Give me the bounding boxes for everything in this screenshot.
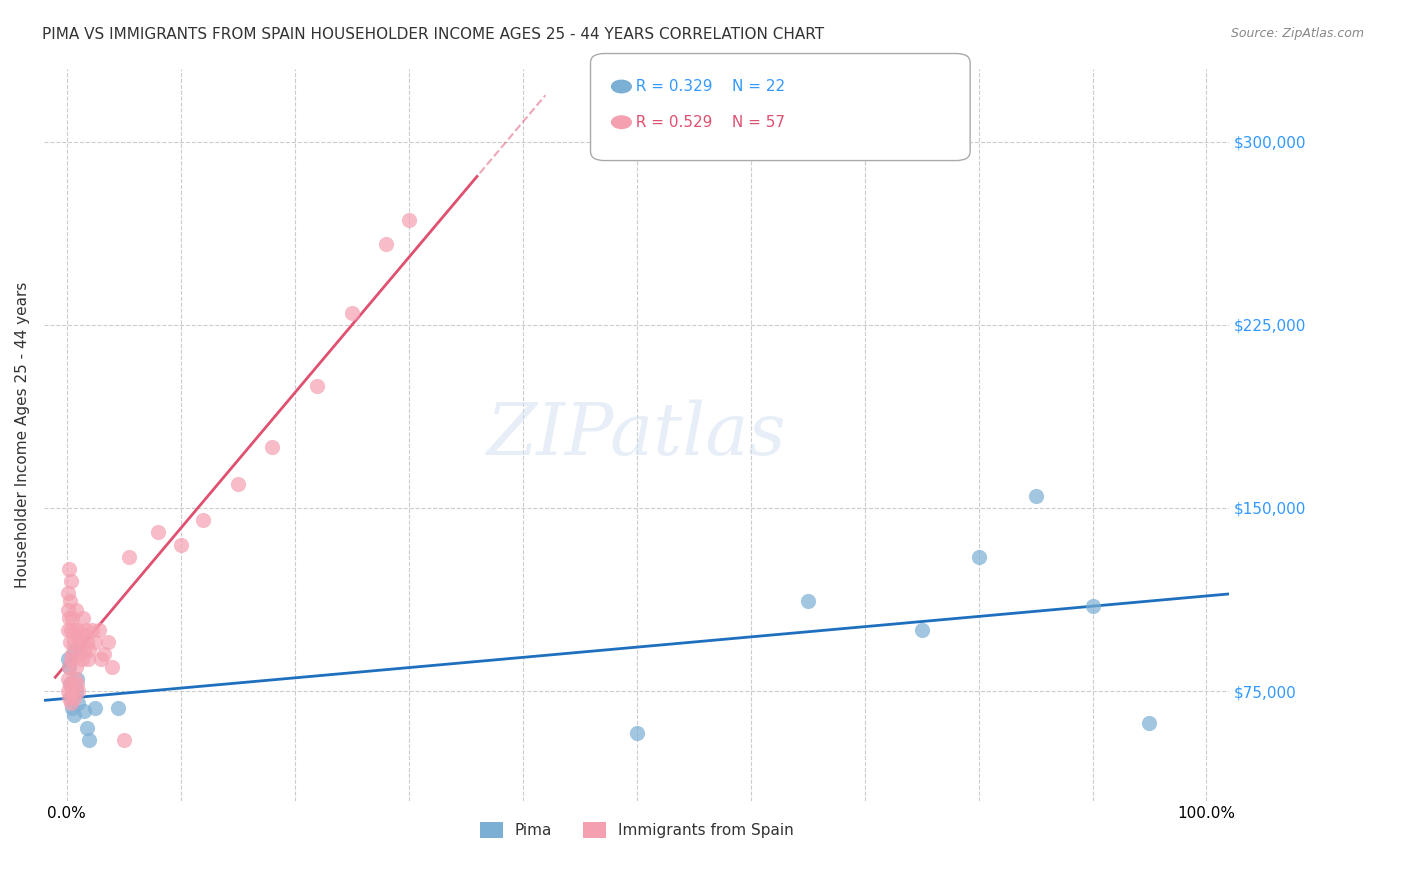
- Y-axis label: Householder Income Ages 25 - 44 years: Householder Income Ages 25 - 44 years: [15, 282, 30, 588]
- Point: [80, 623, 103, 637]
- Point: [67, 696, 90, 710]
- Point: [62, 691, 84, 706]
- Point: [1139, 715, 1161, 730]
- Point: [374, 237, 396, 252]
- Point: [1024, 489, 1046, 503]
- Point: [796, 593, 818, 607]
- Point: [69, 635, 91, 649]
- Point: [79, 642, 101, 657]
- Point: [60, 648, 83, 662]
- Point: [169, 537, 191, 551]
- Point: [67, 684, 90, 698]
- Point: [58, 611, 80, 625]
- Point: [97, 635, 120, 649]
- Point: [56, 603, 79, 617]
- Point: [73, 628, 96, 642]
- Point: [56, 586, 79, 600]
- Point: [70, 652, 93, 666]
- Point: [59, 676, 82, 690]
- Point: [107, 701, 129, 715]
- Text: PIMA VS IMMIGRANTS FROM SPAIN HOUSEHOLDER INCOME AGES 25 - 44 YEARS CORRELATION : PIMA VS IMMIGRANTS FROM SPAIN HOUSEHOLDE…: [42, 27, 824, 42]
- Point: [84, 635, 107, 649]
- Point: [63, 623, 86, 637]
- Point: [67, 623, 90, 637]
- Point: [66, 676, 89, 690]
- Point: [58, 562, 80, 576]
- Point: [1081, 599, 1104, 613]
- Point: [62, 635, 84, 649]
- Point: [58, 659, 80, 673]
- Text: R = 0.529    N = 57: R = 0.529 N = 57: [626, 115, 785, 129]
- Point: [79, 732, 101, 747]
- Point: [77, 652, 100, 666]
- Point: [63, 642, 86, 657]
- Point: [62, 708, 84, 723]
- Point: [118, 549, 141, 564]
- Point: [66, 672, 89, 686]
- Point: [60, 696, 83, 710]
- Point: [76, 635, 98, 649]
- Point: [73, 704, 96, 718]
- Point: [60, 574, 83, 589]
- Legend: Pima, Immigrants from Spain: Pima, Immigrants from Spain: [474, 816, 800, 845]
- Point: [72, 611, 94, 625]
- Point: [193, 513, 215, 527]
- Point: [112, 732, 135, 747]
- Point: [60, 684, 83, 698]
- Point: [60, 623, 83, 637]
- Point: [76, 721, 98, 735]
- Point: [967, 549, 990, 564]
- Point: [60, 611, 83, 625]
- Point: [87, 623, 110, 637]
- Point: [65, 684, 87, 698]
- Point: [56, 652, 79, 666]
- Point: [59, 676, 82, 690]
- Text: R = 0.329    N = 22: R = 0.329 N = 22: [626, 79, 785, 94]
- Text: Source: ZipAtlas.com: Source: ZipAtlas.com: [1230, 27, 1364, 40]
- Point: [65, 603, 87, 617]
- Point: [66, 628, 89, 642]
- Point: [73, 642, 96, 657]
- Point: [307, 379, 329, 393]
- Point: [340, 305, 363, 319]
- Point: [60, 691, 83, 706]
- Point: [90, 652, 112, 666]
- Point: [260, 440, 283, 454]
- Point: [226, 476, 249, 491]
- Point: [60, 652, 83, 666]
- Point: [84, 701, 107, 715]
- Point: [146, 525, 169, 540]
- Point: [59, 635, 82, 649]
- Point: [60, 701, 83, 715]
- Point: [58, 659, 80, 673]
- Point: [75, 623, 97, 637]
- Point: [101, 659, 124, 673]
- Point: [67, 648, 90, 662]
- Point: [56, 672, 79, 686]
- Point: [59, 593, 82, 607]
- Text: ZIPatlas: ZIPatlas: [486, 400, 786, 470]
- Point: [910, 623, 932, 637]
- Point: [398, 212, 420, 227]
- Point: [65, 659, 87, 673]
- Point: [56, 623, 79, 637]
- Point: [56, 684, 79, 698]
- Point: [63, 672, 86, 686]
- Point: [58, 691, 80, 706]
- Point: [93, 648, 115, 662]
- Point: [626, 725, 648, 739]
